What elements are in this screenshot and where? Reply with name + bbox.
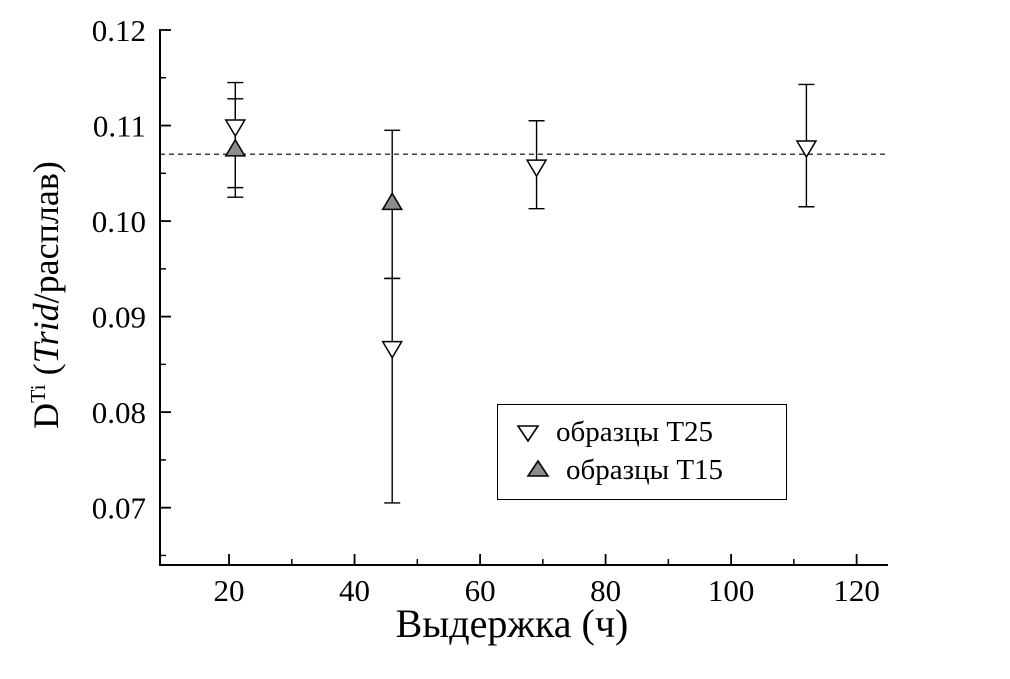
legend-label-t15: образцы Т15	[566, 453, 724, 486]
x-tick-label: 20	[214, 573, 245, 608]
x-tick-label: 120	[833, 573, 880, 608]
y-tick-label: 0.12	[92, 13, 146, 48]
y-axis-label: DTi (Trid/расплав)	[14, 65, 66, 525]
y-axis-label-trid-italic: Trid	[26, 303, 66, 364]
x-tick-label: 60	[465, 573, 496, 608]
x-tick-label: 100	[708, 573, 755, 608]
data-point-triangle-up	[224, 138, 247, 157]
data-point-triangle-down	[381, 340, 404, 360]
x-tick-label: 80	[590, 573, 621, 608]
data-point-triangle-up	[381, 191, 404, 211]
y-tick-label: 0.11	[93, 109, 146, 144]
y-axis-label-paren: (	[26, 363, 66, 385]
filled-triangle-up-icon	[526, 459, 550, 477]
legend-item-t25: образцы Т25	[514, 413, 770, 451]
data-point-triangle-down	[795, 140, 818, 159]
y-tick-label: 0.09	[92, 300, 146, 335]
y-tick-label: 0.08	[92, 395, 146, 430]
y-axis-label-d: D	[26, 402, 66, 429]
legend: образцы Т25 образцы Т15	[497, 404, 787, 500]
legend-label-t25: образцы Т25	[556, 415, 714, 448]
x-axis-label: Выдержка (ч)	[395, 601, 629, 646]
legend-item-t15: образцы Т15	[524, 451, 770, 489]
open-triangle-down-icon	[516, 425, 540, 443]
y-axis-label-suffix: /расплав)	[26, 161, 66, 304]
data-point-triangle-down	[525, 159, 548, 178]
data-point-triangle-down	[224, 119, 247, 138]
y-axis-label-sup-ti: Ti	[26, 384, 50, 403]
y-tick-label: 0.07	[92, 491, 146, 526]
x-tick-label: 40	[339, 573, 370, 608]
y-tick-label: 0.10	[92, 204, 146, 239]
